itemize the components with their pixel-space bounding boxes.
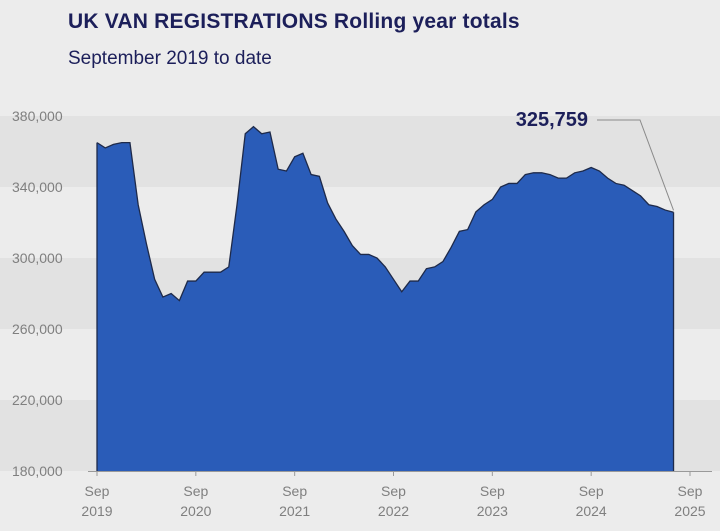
y-tick-label: 180,000: [12, 463, 63, 479]
x-tick-label: Sep: [183, 483, 208, 499]
x-tick-label: Sep: [85, 483, 110, 499]
x-tick-year-label: 2024: [576, 503, 607, 519]
axes: 380,000 340,000 300,000 260,000 220,000 180,0…: [12, 108, 712, 519]
y-tick-label: 300,000: [12, 250, 63, 266]
x-tick-year-label: 2020: [180, 503, 211, 519]
x-tick-year-label: 2019: [81, 503, 112, 519]
x-tick-year-label: 2025: [674, 503, 705, 519]
y-tick-label: 340,000: [12, 179, 63, 195]
x-tick-year-label: 2021: [279, 503, 310, 519]
x-tick-label: Sep: [282, 483, 307, 499]
x-tick-year-label: 2023: [477, 503, 508, 519]
annotation-group: 325,759: [516, 109, 674, 211]
y-tick-label: 220,000: [12, 392, 63, 408]
annotation-value-label: 325,759: [516, 109, 588, 131]
x-tick-label: Sep: [579, 483, 604, 499]
y-tick-label: 380,000: [12, 108, 63, 124]
x-tick-label: Sep: [480, 483, 505, 499]
chart-subtitle: September 2019 to date: [68, 48, 272, 69]
x-tick-label: Sep: [678, 483, 703, 499]
series-area: [97, 126, 674, 472]
annotation-leader-line: [597, 119, 674, 211]
chart-title: UK VAN REGISTRATIONS Rolling year totals: [68, 10, 520, 33]
x-tick-year-label: 2022: [378, 503, 409, 519]
y-tick-label: 260,000: [12, 321, 63, 337]
area-layer: [96, 125, 675, 472]
series-line: [96, 125, 674, 302]
x-tick-label: Sep: [381, 483, 406, 499]
